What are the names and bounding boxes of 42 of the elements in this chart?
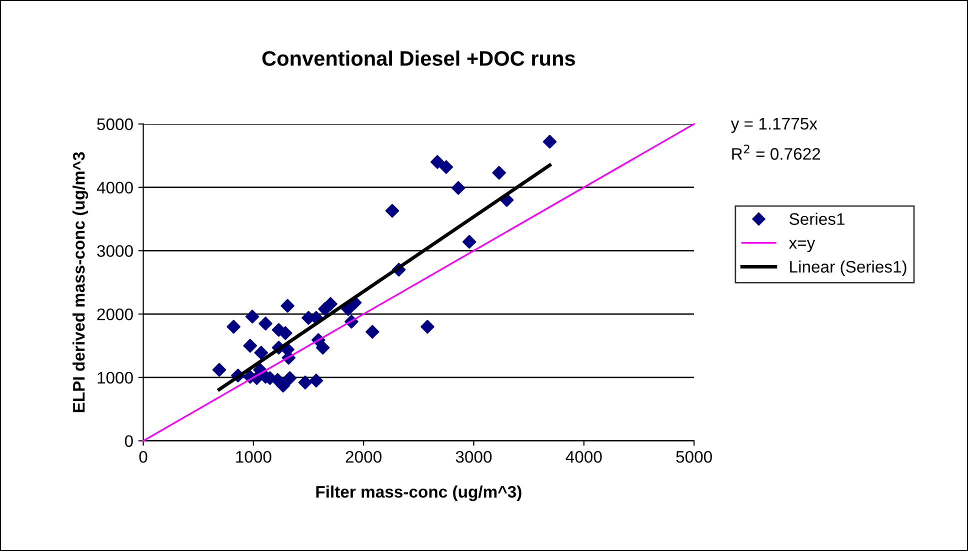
x-tick-label: 0 — [139, 450, 148, 463]
point — [385, 204, 400, 218]
point — [243, 338, 258, 353]
y-tick-label: 1000 — [98, 372, 133, 384]
point — [226, 320, 240, 334]
y-tick-label: 2000 — [97, 308, 133, 320]
x-tick-label: 1000 — [236, 450, 272, 463]
x-tick-label: 2000 — [346, 450, 382, 463]
x-tick-label: 5000 — [676, 450, 712, 463]
text: R$^{2}$ = 0.7622 — [732, 144, 820, 160]
legend-label: Linear (Series1) — [790, 260, 906, 276]
y-tick-label: 0 — [124, 435, 133, 448]
point — [282, 371, 297, 385]
y-tick-label: 3000 — [97, 245, 133, 257]
point — [276, 378, 290, 393]
point — [245, 310, 260, 324]
y-tick-label: 5000 — [97, 118, 133, 130]
point — [254, 346, 268, 360]
point — [309, 374, 324, 388]
point — [462, 234, 476, 249]
point — [430, 155, 444, 169]
chart-title: Conventional Diesel +DOC runs — [262, 50, 575, 66]
x-tick-label: 4000 — [566, 450, 602, 463]
point — [439, 160, 454, 174]
legend-label: Series1 — [790, 212, 844, 225]
point — [258, 316, 272, 330]
x-axis-title: Filter mass-conc (ug/m^3) — [316, 486, 522, 502]
x-tick-label: 3000 — [456, 450, 492, 463]
point — [542, 134, 557, 149]
point — [298, 376, 312, 390]
point — [451, 181, 466, 195]
point — [420, 320, 434, 334]
point — [365, 324, 380, 339]
text: y = 1.1775x — [730, 118, 818, 133]
legend-label: x=y — [788, 240, 816, 252]
point — [280, 298, 294, 313]
point — [316, 340, 330, 355]
y-tick-label: 4000 — [96, 182, 133, 194]
point — [324, 297, 338, 311]
point — [212, 362, 226, 377]
point — [492, 166, 506, 180]
y-axis-title: ELPI derived mass-conc (ug/m^3 — [72, 152, 88, 412]
